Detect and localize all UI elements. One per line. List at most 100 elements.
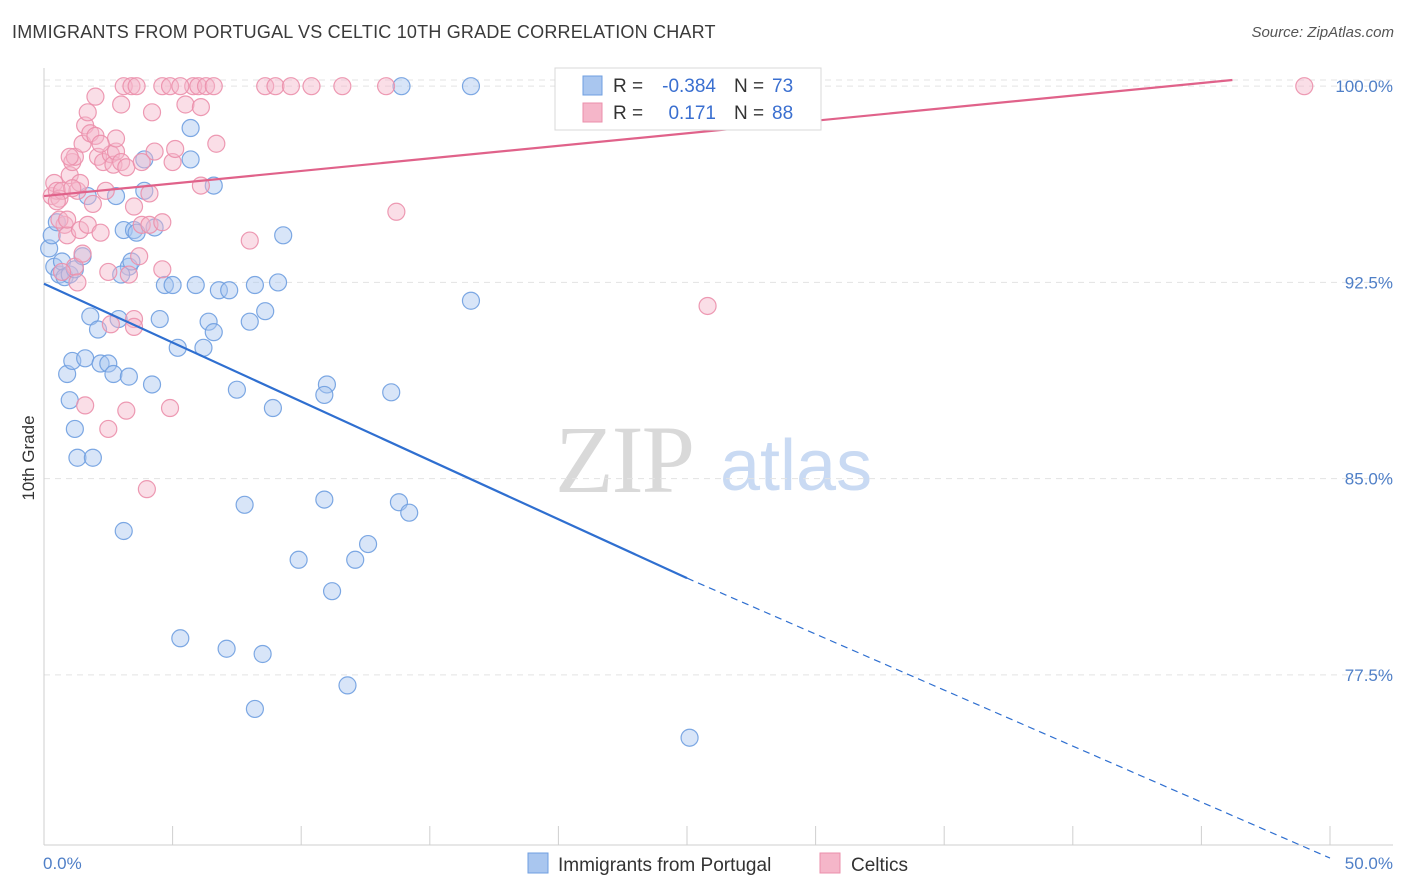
axes bbox=[43, 68, 1393, 846]
celtics-point-64 bbox=[119, 265, 138, 284]
y-tick-label-3: 100.0% bbox=[1335, 77, 1393, 96]
immigrants-point-42 bbox=[220, 281, 239, 300]
celtics-point-29 bbox=[114, 77, 133, 96]
celtics-point-79 bbox=[106, 129, 126, 148]
celtics-point-35 bbox=[189, 77, 208, 96]
immigrants-point-71 bbox=[253, 644, 272, 664]
watermark: ZIP atlas bbox=[555, 406, 872, 513]
celtics-point-43 bbox=[376, 77, 396, 96]
immigrants-point-74 bbox=[680, 728, 699, 747]
celtics-point-83 bbox=[132, 152, 151, 172]
celtics-point-53 bbox=[58, 210, 77, 229]
celtics-point-66 bbox=[68, 273, 87, 292]
celtics-point-38 bbox=[256, 77, 275, 96]
legend-r-value-blue: -0.384 bbox=[662, 76, 716, 97]
legend-r-label-blue: R = bbox=[613, 76, 643, 97]
chart-title: IMMIGRANTS FROM PORTUGAL VS CELTIC 10TH … bbox=[12, 22, 716, 42]
legend-swatch-pink bbox=[582, 102, 603, 123]
celtics-point-46 bbox=[142, 103, 162, 122]
immigrants-point-76 bbox=[461, 77, 481, 96]
immigrants-point-49 bbox=[263, 398, 283, 418]
y-tick-label-0: 77.5% bbox=[1345, 666, 1393, 685]
celtics-point-34 bbox=[184, 77, 203, 96]
immigrants-point-43 bbox=[227, 380, 246, 399]
legend-r-label-pink: R = bbox=[613, 103, 643, 124]
celtics-point-51 bbox=[83, 194, 102, 214]
celtics-point-72 bbox=[76, 396, 95, 415]
celtics-point-81 bbox=[47, 192, 66, 211]
y-tick-label-1: 85.0% bbox=[1345, 470, 1393, 489]
immigrants-point-72 bbox=[338, 676, 357, 695]
series-legend: Immigrants from Portugal Celtics bbox=[527, 852, 908, 876]
celtics-point-85 bbox=[91, 134, 110, 153]
celtics-point-57 bbox=[153, 213, 172, 232]
immigrants-point-54 bbox=[60, 391, 79, 410]
celtics-point-31 bbox=[127, 77, 146, 96]
celtics-point-86 bbox=[60, 147, 79, 166]
legend-r-value-pink: 0.171 bbox=[668, 103, 716, 124]
immigrants-point-15 bbox=[91, 354, 110, 373]
immigrants-point-57 bbox=[83, 448, 102, 467]
immigrants-point-68 bbox=[322, 582, 342, 601]
celtics-point-48 bbox=[191, 97, 210, 117]
celtics-point-30 bbox=[122, 77, 141, 96]
watermark-atlas: atlas bbox=[720, 426, 872, 506]
celtics-point-84 bbox=[140, 184, 159, 203]
celtics-point-56 bbox=[91, 223, 110, 242]
celtics-point-58 bbox=[240, 231, 259, 250]
celtics-point-44 bbox=[1295, 77, 1314, 96]
immigrants-point-60 bbox=[235, 495, 254, 514]
trend-lines bbox=[43, 78, 1331, 859]
immigrants-point-47 bbox=[268, 273, 288, 292]
immigrants-point-48 bbox=[274, 226, 293, 245]
immigrants-point-38 bbox=[199, 312, 218, 331]
immigrants-point-64 bbox=[114, 521, 133, 541]
celtics-point-52 bbox=[50, 210, 69, 229]
celtics-point-47 bbox=[176, 95, 195, 114]
immigrants-point-25 bbox=[106, 186, 126, 206]
immigrants-point-29 bbox=[181, 150, 200, 169]
celtics-point-65 bbox=[153, 260, 172, 279]
celtics-trend-line bbox=[43, 78, 1233, 198]
immigrants-point-51 bbox=[315, 385, 334, 405]
immigrants-point-65 bbox=[358, 534, 378, 554]
y-tick-labels: 77.5% 85.0% 92.5% 100.0% bbox=[1335, 77, 1393, 685]
immigrants-trend-extension bbox=[686, 577, 1331, 859]
immigrants-point-31 bbox=[204, 176, 223, 195]
x-tick-labels: 0.0% 50.0% bbox=[43, 854, 1393, 873]
source-label: Source: ZipAtlas.com bbox=[1251, 24, 1394, 41]
celtics-point-17 bbox=[94, 152, 113, 172]
immigrants-point-30 bbox=[181, 118, 200, 138]
y-axis-label: 10th Grade bbox=[19, 415, 38, 500]
celtics-point-45 bbox=[112, 95, 131, 114]
celtics-point-71 bbox=[698, 296, 717, 316]
celtics-point-68 bbox=[101, 315, 120, 334]
celtics-point-28 bbox=[86, 87, 105, 106]
series-legend-label-immigrants: Immigrants from Portugal bbox=[558, 855, 771, 876]
celtics-point-22 bbox=[117, 158, 136, 177]
celtics-point-76 bbox=[137, 480, 156, 499]
immigrants-point-66 bbox=[289, 550, 308, 569]
celtics-point-59 bbox=[387, 202, 406, 221]
immigrants-point-33 bbox=[155, 275, 174, 295]
celtics-point-49 bbox=[207, 134, 226, 153]
immigrants-point-73 bbox=[245, 699, 265, 719]
celtics-point-61 bbox=[73, 244, 92, 263]
immigrants-point-61 bbox=[315, 490, 334, 509]
legend-n-label-blue: N = bbox=[734, 76, 764, 97]
y-tick-label-2: 92.5% bbox=[1345, 273, 1393, 292]
series-legend-label-celtics: Celtics bbox=[851, 855, 908, 876]
immigrants-point-41 bbox=[204, 323, 223, 342]
celtics-point-78 bbox=[166, 139, 185, 159]
celtics-point-63 bbox=[130, 247, 149, 266]
immigrants-point-17 bbox=[104, 364, 123, 384]
celtics-point-21 bbox=[112, 152, 131, 172]
celtics-point-37 bbox=[204, 77, 223, 96]
immigrants-point-55 bbox=[65, 419, 84, 439]
immigrants-point-39 bbox=[209, 281, 228, 300]
celtics-point-73 bbox=[99, 419, 118, 439]
celtics-point-33 bbox=[160, 77, 180, 96]
immigrants-point-67 bbox=[346, 550, 365, 569]
immigrants-point-50 bbox=[317, 375, 337, 394]
